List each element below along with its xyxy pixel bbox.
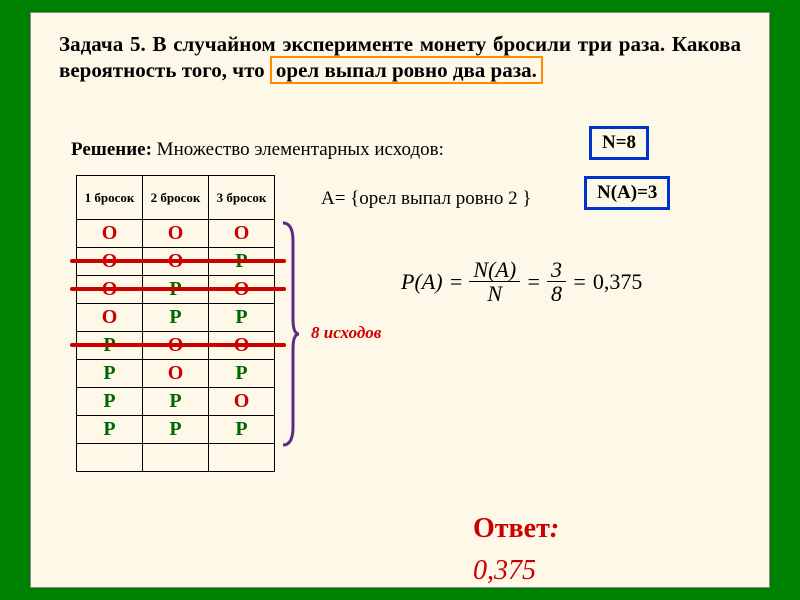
table-cell: Р	[143, 416, 209, 444]
table-header-row: 1 бросок 2 бросок 3 бросок	[77, 176, 275, 220]
frac-den: 8	[547, 282, 566, 305]
table-cell: Р	[209, 304, 275, 332]
table-cell: О	[143, 220, 209, 248]
table-cell: Р	[77, 388, 143, 416]
answer-colon: :	[550, 513, 559, 544]
strike-line	[70, 259, 286, 263]
answer-label-text: Ответ	[473, 513, 550, 544]
strike-line	[70, 287, 286, 291]
frac-num: N(A)	[469, 258, 520, 282]
table-cell: О	[77, 304, 143, 332]
formula-lhs: P(A)	[401, 269, 443, 295]
n-box: N=8	[589, 126, 649, 160]
table-cell: О	[209, 220, 275, 248]
col-header: 1 бросок	[77, 176, 143, 220]
answer-label: Ответ:	[473, 513, 559, 545]
frac-den: N	[483, 282, 506, 305]
table-row: РОР	[77, 360, 275, 388]
equals-sign: =	[572, 269, 587, 295]
table-row: РРО	[77, 388, 275, 416]
table-cell: Р	[77, 360, 143, 388]
answer-value: 0,375	[473, 555, 536, 587]
outcomes-table: 1 бросок 2 бросок 3 бросок ОООООРОРООРРР…	[76, 175, 275, 472]
col-header: 2 бросок	[143, 176, 209, 220]
equals-sign: =	[449, 269, 464, 295]
na-box: N(A)=3	[584, 176, 670, 210]
outcomes-count-label: 8 исходов	[311, 323, 381, 343]
formula-result: 0,375	[593, 269, 643, 295]
frac-num: 3	[547, 258, 566, 282]
problem-text: Задача 5. В случайном эксперименте монет…	[31, 13, 769, 84]
table-cell: О	[143, 360, 209, 388]
solution-label: Решение:	[71, 139, 152, 160]
table-cell: Р	[143, 304, 209, 332]
table-cell: Р	[209, 416, 275, 444]
event-a-def: A= {орел выпал ровно 2 }	[321, 188, 531, 210]
slide-card: Задача 5. В случайном эксперименте монет…	[30, 12, 770, 588]
table-row: РРР	[77, 416, 275, 444]
table-row: ОРР	[77, 304, 275, 332]
fraction-symbolic: N(A) N	[469, 258, 520, 305]
table-cell: О	[209, 388, 275, 416]
table-cell: Р	[143, 388, 209, 416]
problem-highlight: орел выпал ровно два раза.	[270, 56, 543, 84]
table-cell: Р	[77, 416, 143, 444]
table-cell: О	[77, 220, 143, 248]
equals-sign: =	[526, 269, 541, 295]
solution-line: Решение: Множество элементарных исходов:	[71, 139, 444, 161]
table-row: ООО	[77, 220, 275, 248]
col-header: 3 бросок	[209, 176, 275, 220]
table-empty-row	[77, 444, 275, 472]
probability-formula: P(A) = N(A) N = 3 8 = 0,375	[401, 258, 642, 305]
solution-text: Множество элементарных исходов:	[152, 139, 444, 160]
fraction-numeric: 3 8	[547, 258, 566, 305]
table-cell: Р	[209, 360, 275, 388]
strike-line	[70, 343, 286, 347]
brace-icon	[281, 221, 299, 447]
